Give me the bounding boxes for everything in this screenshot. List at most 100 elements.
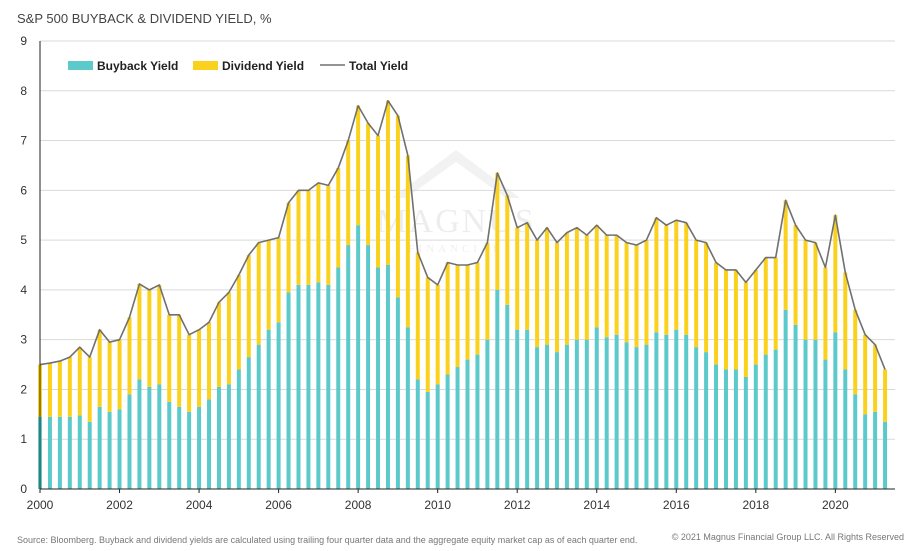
chart-title: S&P 500 BUYBACK & DIVIDEND YIELD, % [17,11,272,26]
bar-buyback-yield [733,369,738,489]
bar-buyback-yield [425,391,430,489]
bar-buyback-yield [753,364,758,489]
bar-buyback-yield [495,289,500,489]
bar-dividend-yield [366,123,371,246]
bar-dividend-yield [694,240,699,348]
bar-buyback-yield [535,347,540,489]
bar-buyback-yield [594,327,599,489]
legend-total-label: Total Yield [349,59,408,73]
bar-buyback-yield [276,322,281,489]
bar-buyback-yield [326,284,331,489]
bar-dividend-yield [634,245,639,348]
bar-dividend-yield [216,302,221,387]
source-note: Source: Bloomberg. Buyback and dividend … [17,535,637,545]
bar-buyback-yield [475,354,480,489]
bar-buyback-yield [316,282,321,489]
bar-dividend-yield [147,289,152,387]
bar-buyback-yield [883,421,888,489]
bar-dividend-yield [47,363,52,417]
copyright-note: © 2021 Magnus Financial Group LLC. All R… [672,532,904,542]
bar-dividend-yield [525,222,530,330]
bar-dividend-yield [843,272,848,370]
y-tick-label: 3 [20,333,27,347]
bar-buyback-yield [853,394,858,489]
bar-dividend-yield [57,361,62,417]
bar-buyback-yield [405,327,410,489]
bar-dividend-yield [505,195,510,305]
bar-buyback-yield [336,267,341,489]
bar-dividend-yield [197,329,202,407]
legend-buyback-label: Buyback Yield [97,59,178,73]
y-tick-label: 8 [20,84,27,98]
x-tick-label: 2006 [265,498,292,512]
bar-dividend-yield [614,235,619,335]
bar-dividend-yield [873,344,878,412]
bar-dividend-yield [207,322,212,400]
bar-buyback-yield [574,339,579,489]
bar-buyback-yield [644,344,649,489]
bar-buyback-yield [395,297,400,489]
bar-dividend-yield [823,267,828,360]
bar-dividend-yield [674,220,679,330]
bar-buyback-yield [67,416,72,489]
bar-dividend-yield [276,237,281,323]
bar-dividend-yield [187,334,192,412]
bar-dividend-yield [793,225,798,325]
line-series [39,99,886,370]
bar-buyback-yield [256,344,261,489]
bar-dividend-yield [654,217,659,333]
bar-buyback-yield [87,421,92,489]
bar-dividend-yield [286,202,291,293]
total-yield-line [39,99,886,370]
y-tick-label: 9 [20,34,27,48]
bar-buyback-yield [813,339,818,489]
bar-dividend-yield [415,252,420,380]
bar-buyback-yield [654,332,659,489]
bar-buyback-yield [306,284,311,489]
bar-buyback-yield [107,411,112,489]
bar-buyback-yield [147,386,152,489]
legend-dividend-label: Dividend Yield [222,59,304,73]
bar-buyback-yield [445,374,450,489]
bar-dividend-yield [395,115,400,298]
bar-dividend-yield [664,225,669,335]
bar-buyback-yield [157,384,162,489]
bar-dividend-yield [306,190,311,285]
x-tick-label: 2000 [27,498,54,512]
bar-dividend-yield [236,274,241,370]
bar-dividend-yield [783,200,788,310]
bar-buyback-yield [545,344,550,489]
bar-buyback-yield [207,399,212,489]
bar-buyback-yield [485,339,490,489]
bar-dividend-yield [445,262,450,375]
bar-dividend-yield [714,262,719,365]
bar-dividend-yield [723,269,728,370]
bar-buyback-yield [564,344,569,489]
bar-dividend-yield [226,292,231,385]
bar-buyback-yield [624,342,629,489]
x-tick-label: 2020 [822,498,849,512]
bar-buyback-yield [346,245,351,489]
bar-dividend-yield [296,190,301,285]
bar-buyback-yield [863,414,868,489]
bar-buyback-yield [246,357,251,489]
watermark-subtext: FINANCIAL [408,243,503,255]
bar-buyback-yield [634,347,639,489]
bar-dividend-yield [863,334,868,415]
x-tick-label: 2016 [663,498,690,512]
bar-dividend-yield [515,227,520,330]
bar-dividend-yield [624,242,629,343]
bar-dividend-yield [773,257,778,350]
bar-buyback-yield [664,334,669,489]
bar-series [38,100,888,489]
bar-dividend-yield [564,232,569,345]
bar-dividend-yield [67,357,72,417]
bar-dividend-yield [733,269,738,370]
bar-dividend-yield [346,140,351,246]
bar-dividend-yield [77,347,82,416]
bar-buyback-yield [584,339,589,489]
bar-buyback-yield [505,304,510,489]
bar-buyback-yield [137,379,142,489]
bar-buyback-yield [704,352,709,489]
